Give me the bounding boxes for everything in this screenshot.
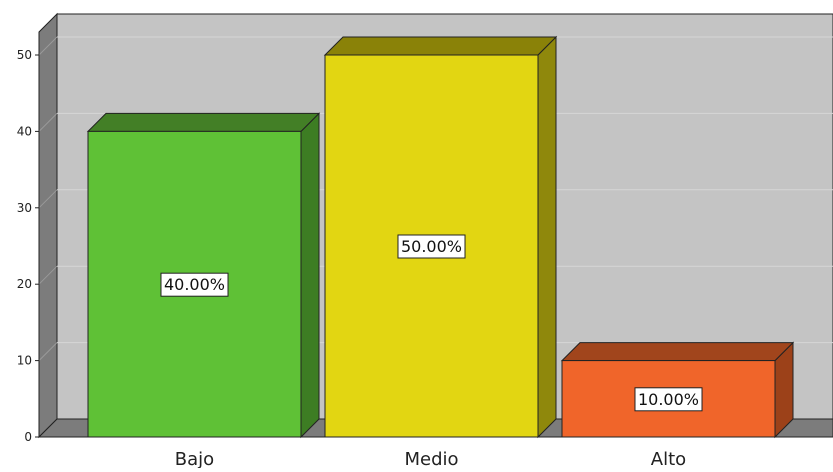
data-label-text: 40.00%	[164, 275, 225, 294]
data-labels: 40.00% 50.00% 10.00%	[160, 234, 703, 412]
bar-top	[560, 342, 795, 362]
x-tick-label: Bajo	[175, 449, 214, 468]
data-label-box	[397, 234, 466, 259]
data-label-box	[634, 387, 703, 412]
y-tick-label: 20	[17, 277, 32, 291]
gridline-wall	[38, 113, 58, 132]
plot-left-wall	[38, 12, 58, 439]
gridline-wall	[38, 342, 58, 361]
x-axis: Bajo Medio Alto	[175, 449, 686, 470]
gridline-wall	[38, 189, 58, 209]
gridline-wall	[38, 265, 58, 285]
y-tick-label: 30	[17, 201, 32, 215]
data-label: 50.00%	[397, 234, 466, 259]
x-tick-label: Alto	[651, 449, 686, 468]
data-label: 40.00%	[160, 272, 229, 297]
data-label-text: 10.00%	[638, 390, 699, 409]
bar-side	[300, 112, 320, 439]
data-label-box	[160, 272, 229, 297]
bar-top	[86, 112, 321, 132]
bar-side	[537, 35, 557, 439]
y-tick-label: 0	[24, 430, 32, 444]
y-axis: 0 10 20 30 40 50	[17, 32, 40, 444]
bar-top	[323, 36, 558, 56]
y-tick-label: 50	[17, 48, 32, 62]
x-tick-label: Medio	[404, 449, 458, 468]
gridline-wall	[38, 36, 58, 56]
y-tick-label: 40	[17, 124, 32, 138]
data-label: 10.00%	[634, 387, 703, 412]
bars	[86, 35, 795, 439]
data-label-text: 50.00%	[401, 237, 462, 256]
y-tick-label: 10	[17, 354, 32, 368]
